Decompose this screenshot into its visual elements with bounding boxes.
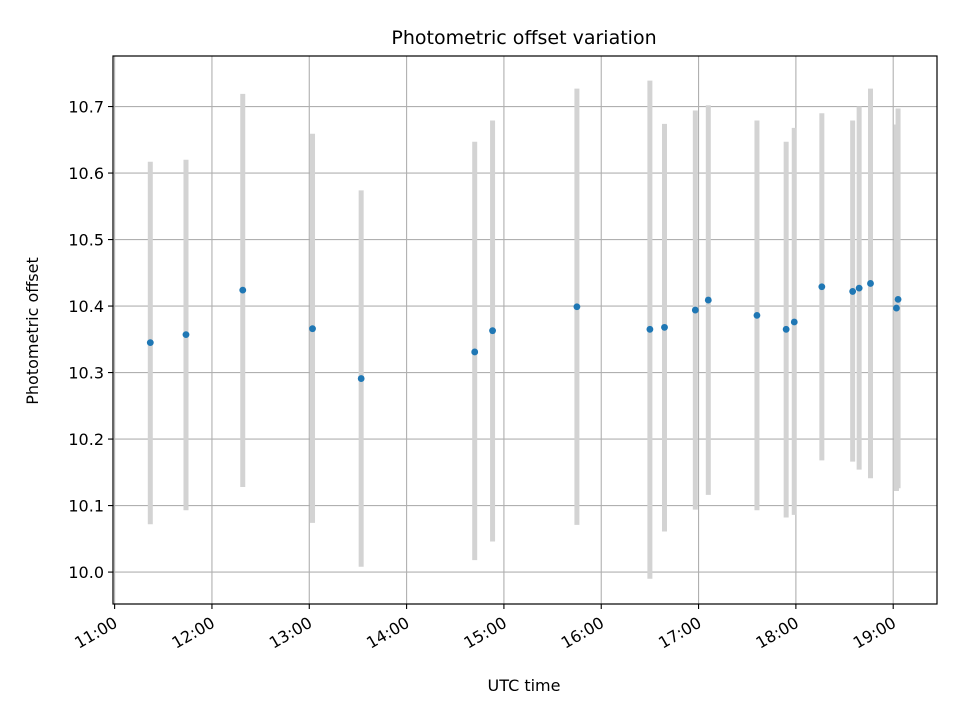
chart-title: Photometric offset variation [391,27,656,49]
data-point [471,348,479,356]
x-axis-title: UTC time [488,676,561,695]
y-tick-label: 10.7 [68,98,104,117]
y-axis-title: Photometric offset [23,257,42,405]
data-point [239,286,247,294]
y-tick-label: 10.0 [68,563,104,582]
data-point [704,296,712,304]
data-point [182,331,190,339]
y-tick-label: 10.2 [68,430,104,449]
data-point [357,375,365,382]
y-tick-label: 10.4 [68,297,104,316]
data-point [489,327,496,335]
y-tick-label: 10.6 [68,164,104,183]
data-point [894,296,902,303]
data-point [646,325,654,333]
y-tick-label: 10.5 [68,231,104,250]
gridlines [113,56,937,604]
y-tick-label: 10.1 [68,497,104,516]
data-point [849,288,857,295]
y-axis-ticks: 10.0 10.1 10.2 10.3 10.4 10.5 10.6 10.7 [68,98,113,582]
data-point [309,325,316,333]
y-tick-label: 10.3 [68,364,104,383]
data-point [661,323,668,331]
data-point [867,280,874,287]
data-point [790,318,798,326]
data-points [146,280,902,382]
data-point [146,339,154,347]
data-point [782,325,790,333]
data-point [893,304,900,312]
data-point [691,306,699,314]
data-point [855,284,863,292]
data-point [753,311,761,319]
data-point [573,303,581,311]
plot-frame [112,55,938,605]
data-point [818,283,826,291]
